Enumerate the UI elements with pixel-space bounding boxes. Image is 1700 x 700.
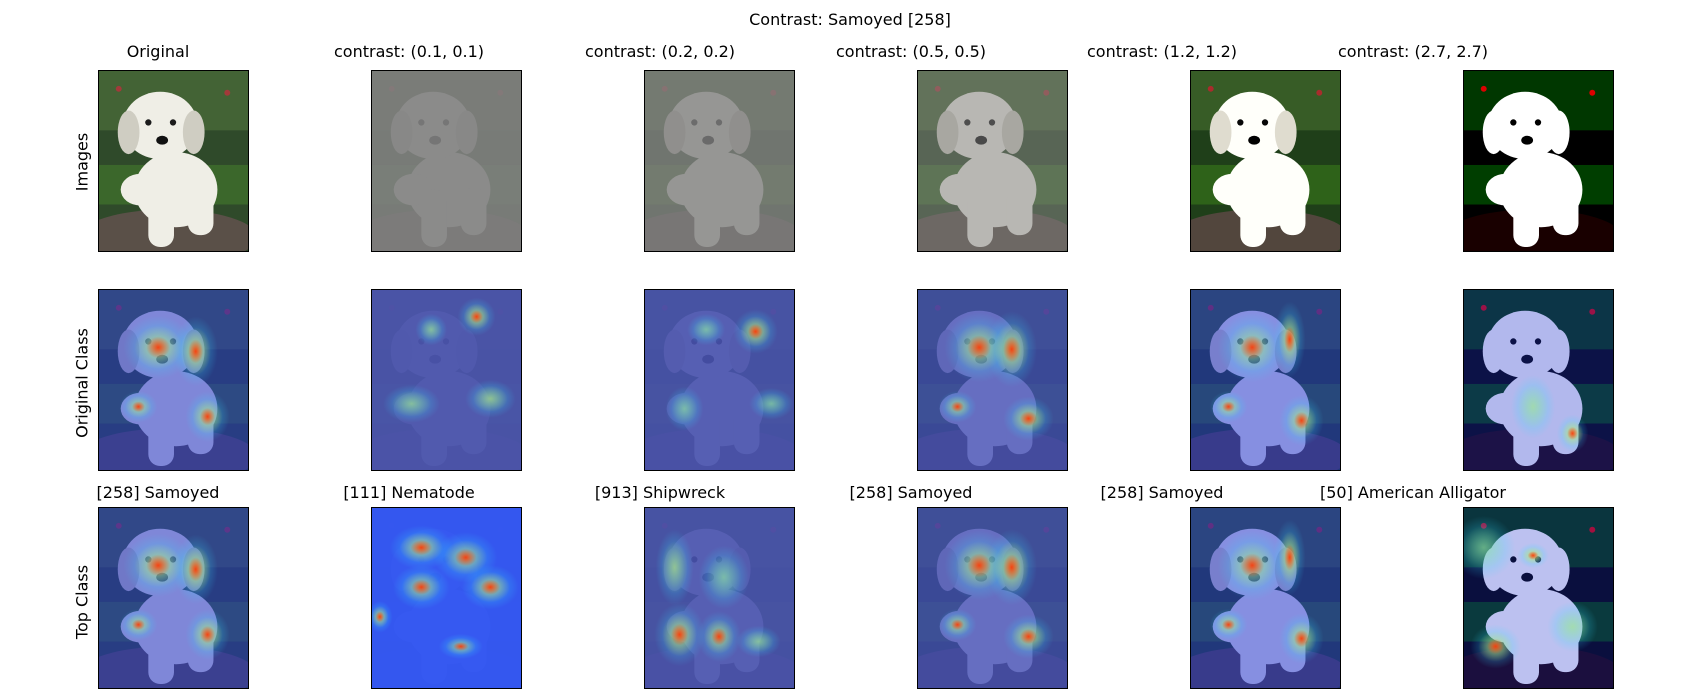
top-class-cam-5 xyxy=(1190,507,1341,689)
image-panel-4 xyxy=(917,70,1068,252)
column-title-original: Original xyxy=(126,42,190,61)
row-label-top-class: Top Class xyxy=(72,564,92,640)
image-panel-5 xyxy=(1190,70,1341,252)
column-title-contrast-0-1: contrast: (0.1, 0.1) xyxy=(333,42,484,61)
top-class-title-1: [258] Samoyed xyxy=(96,483,220,502)
column-title-contrast-1-2: contrast: (1.2, 1.2) xyxy=(1086,42,1237,61)
top-class-title-4: [258] Samoyed xyxy=(849,483,973,502)
original-class-cam-6 xyxy=(1463,289,1614,471)
column-title-contrast-2-7: contrast: (2.7, 2.7) xyxy=(1337,42,1488,61)
image-panel-2 xyxy=(371,70,522,252)
top-class-cam-6 xyxy=(1463,507,1614,689)
original-class-cam-4 xyxy=(917,289,1068,471)
column-title-contrast-0-2: contrast: (0.2, 0.2) xyxy=(584,42,735,61)
original-class-cam-3 xyxy=(644,289,795,471)
image-panel-1 xyxy=(98,70,249,252)
original-class-cam-5 xyxy=(1190,289,1341,471)
top-class-cam-2 xyxy=(371,507,522,689)
row-label-images: Images xyxy=(72,132,92,192)
top-class-title-3: [913] Shipwreck xyxy=(594,483,726,502)
top-class-cam-3 xyxy=(644,507,795,689)
original-class-cam-2 xyxy=(371,289,522,471)
top-class-cam-4 xyxy=(917,507,1068,689)
column-title-contrast-0-5: contrast: (0.5, 0.5) xyxy=(835,42,986,61)
row-label-original-class: Original Class xyxy=(72,328,92,438)
top-class-cam-1 xyxy=(98,507,249,689)
top-class-title-2: [111] Nematode xyxy=(343,483,475,502)
original-class-cam-1 xyxy=(98,289,249,471)
image-panel-6 xyxy=(1463,70,1614,252)
top-class-title-6: [50] American Alligator xyxy=(1319,483,1507,502)
top-class-title-5: [258] Samoyed xyxy=(1100,483,1224,502)
suptitle: Contrast: Samoyed [258] xyxy=(749,10,951,29)
image-panel-3 xyxy=(644,70,795,252)
